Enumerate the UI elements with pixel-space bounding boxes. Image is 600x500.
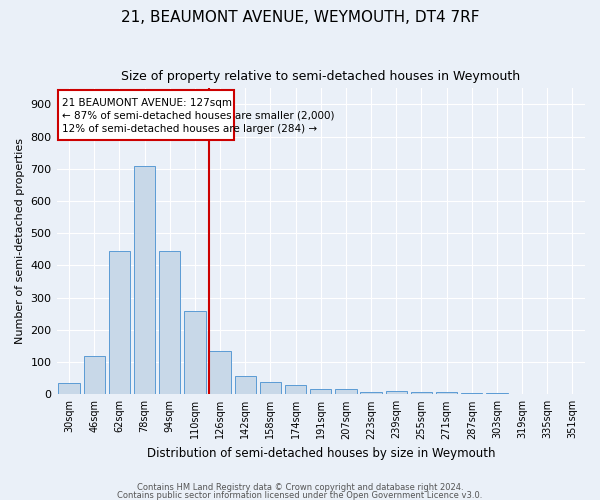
FancyBboxPatch shape xyxy=(58,90,234,140)
Bar xyxy=(436,392,457,394)
Bar xyxy=(184,310,206,394)
Title: Size of property relative to semi-detached houses in Weymouth: Size of property relative to semi-detach… xyxy=(121,70,520,83)
Bar xyxy=(285,384,307,394)
Bar xyxy=(109,251,130,394)
Bar xyxy=(159,251,181,394)
Y-axis label: Number of semi-detached properties: Number of semi-detached properties xyxy=(15,138,25,344)
Bar xyxy=(58,383,80,394)
Bar xyxy=(134,166,155,394)
Text: 21, BEAUMONT AVENUE, WEYMOUTH, DT4 7RF: 21, BEAUMONT AVENUE, WEYMOUTH, DT4 7RF xyxy=(121,10,479,25)
Bar xyxy=(310,390,331,394)
Bar xyxy=(235,376,256,394)
Text: ← 87% of semi-detached houses are smaller (2,000): ← 87% of semi-detached houses are smalle… xyxy=(62,111,334,121)
Bar xyxy=(411,392,432,394)
Text: 21 BEAUMONT AVENUE: 127sqm: 21 BEAUMONT AVENUE: 127sqm xyxy=(62,98,232,108)
Bar xyxy=(260,382,281,394)
Bar xyxy=(486,392,508,394)
Bar xyxy=(83,356,105,395)
X-axis label: Distribution of semi-detached houses by size in Weymouth: Distribution of semi-detached houses by … xyxy=(146,447,495,460)
Bar xyxy=(361,392,382,394)
Bar xyxy=(386,391,407,394)
Text: 12% of semi-detached houses are larger (284) →: 12% of semi-detached houses are larger (… xyxy=(62,124,317,134)
Bar xyxy=(461,392,482,394)
Text: Contains public sector information licensed under the Open Government Licence v3: Contains public sector information licen… xyxy=(118,490,482,500)
Bar xyxy=(209,351,231,395)
Bar xyxy=(335,390,356,394)
Text: Contains HM Land Registry data © Crown copyright and database right 2024.: Contains HM Land Registry data © Crown c… xyxy=(137,484,463,492)
